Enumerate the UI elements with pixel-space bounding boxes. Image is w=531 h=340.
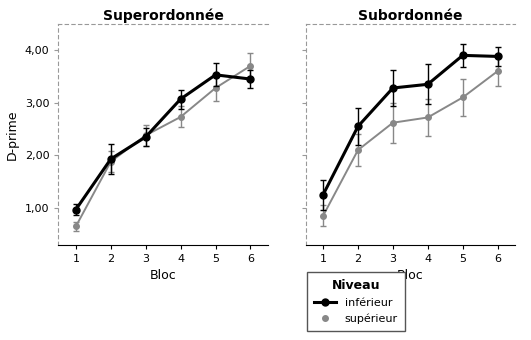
- X-axis label: Bloc: Bloc: [150, 269, 176, 283]
- Title: Superordonnée: Superordonnée: [102, 8, 224, 23]
- Legend: inférieur, supérieur: inférieur, supérieur: [307, 272, 405, 331]
- X-axis label: Bloc: Bloc: [397, 269, 424, 283]
- Y-axis label: D-prime: D-prime: [6, 109, 19, 159]
- Title: Subordonnée: Subordonnée: [358, 8, 463, 23]
